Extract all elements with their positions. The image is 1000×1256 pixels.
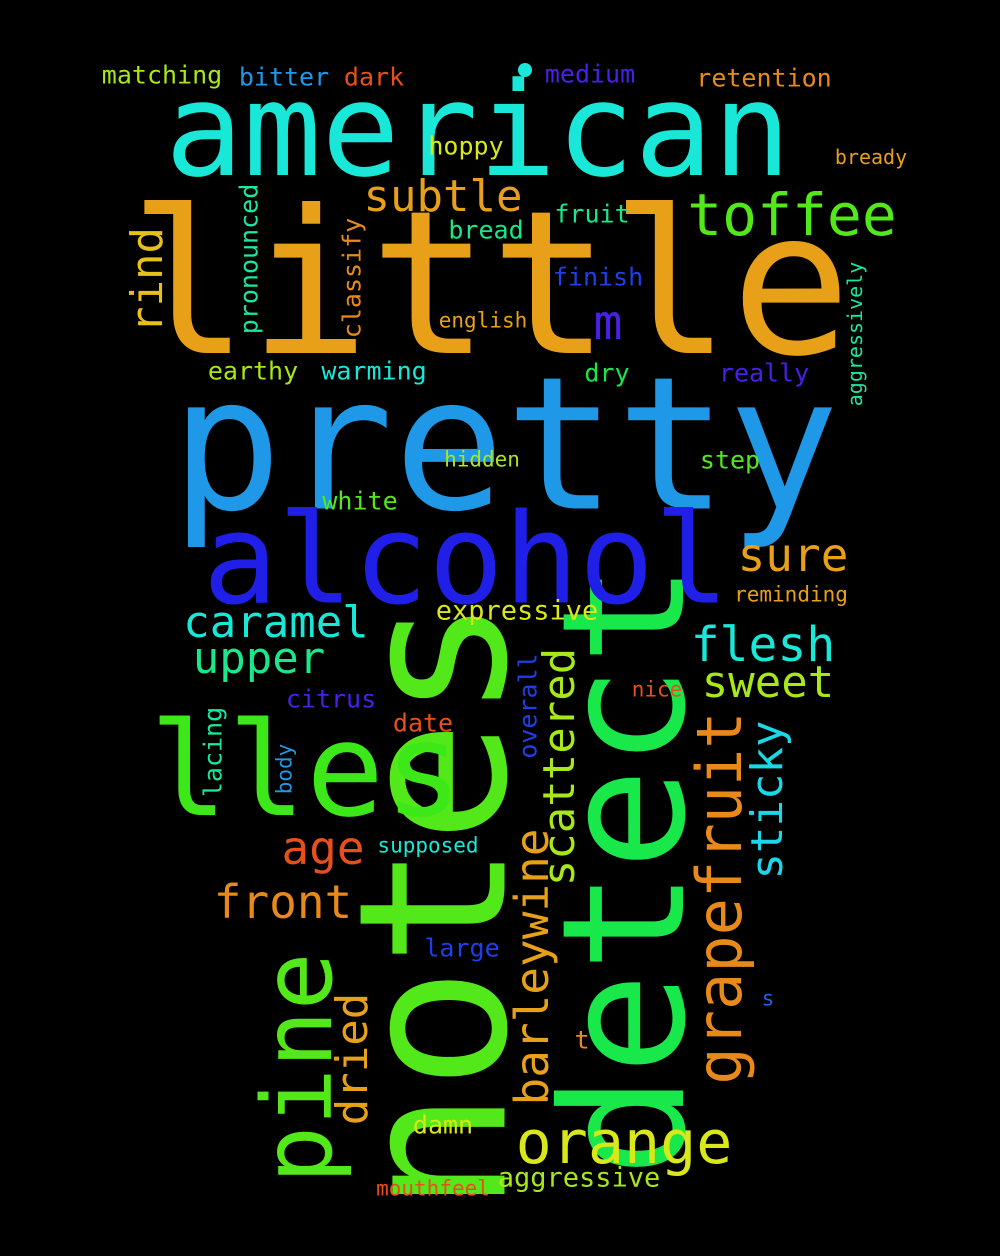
word-classify: classify bbox=[337, 217, 367, 339]
word-scattered: scattered bbox=[534, 647, 585, 887]
word-large: large bbox=[424, 933, 500, 963]
word-t: t bbox=[574, 1025, 590, 1055]
word-dried: dried bbox=[327, 992, 378, 1126]
word-lles: lles bbox=[149, 694, 463, 846]
word-fruit: fruit bbox=[554, 199, 630, 229]
word-matching: matching bbox=[101, 60, 223, 90]
word-english: english bbox=[438, 308, 528, 333]
word-sweet: sweet bbox=[701, 657, 835, 708]
word-upper: upper bbox=[192, 633, 326, 684]
word-nice: nice bbox=[631, 677, 683, 702]
word-dry: dry bbox=[584, 358, 630, 388]
word-damn: damn bbox=[412, 1110, 474, 1140]
word-overall: overall bbox=[513, 653, 543, 759]
word-caramel: caramel bbox=[183, 597, 369, 648]
word-hidden: hidden bbox=[444, 447, 520, 472]
word-bitter: bitter bbox=[238, 62, 330, 92]
word-medium: medium bbox=[544, 59, 636, 89]
word-age: age bbox=[281, 821, 365, 875]
word-supposed: supposed bbox=[377, 833, 479, 858]
dot-mark bbox=[518, 63, 532, 77]
word-bready: bready bbox=[834, 145, 908, 169]
word-expressive: expressive bbox=[435, 595, 599, 627]
word-bread: bread bbox=[448, 215, 524, 245]
word-sticky: sticky bbox=[742, 720, 793, 880]
word-pretty: pretty bbox=[170, 336, 840, 553]
word-date: date bbox=[392, 708, 454, 738]
word-flesh: flesh bbox=[690, 617, 836, 673]
word-aggressive: aggressive bbox=[497, 1162, 661, 1194]
word-american: american bbox=[164, 54, 792, 206]
word-aggressively: aggressively bbox=[843, 261, 867, 407]
word-lacing: lacing bbox=[198, 706, 228, 798]
word-warming: warming bbox=[321, 356, 427, 386]
word-front: front bbox=[213, 875, 353, 929]
word-white: white bbox=[322, 486, 398, 516]
word-step: step bbox=[699, 445, 761, 475]
word-body: body bbox=[272, 743, 297, 795]
word-orange: orange bbox=[515, 1108, 733, 1178]
word-pronounced: pronounced bbox=[234, 183, 264, 335]
word-hoppy: hoppy bbox=[428, 131, 504, 161]
word-rind: rind bbox=[122, 227, 173, 333]
word-really: really bbox=[718, 358, 810, 388]
word-dark: dark bbox=[343, 62, 405, 92]
word-toffee: toffee bbox=[687, 181, 897, 249]
word-reminding: reminding bbox=[734, 582, 848, 607]
word-retention: retention bbox=[696, 63, 832, 93]
word-mouthfeel: mouthfeel bbox=[376, 1176, 490, 1201]
word-subtle: subtle bbox=[363, 171, 523, 222]
word-m: m bbox=[593, 295, 623, 351]
word-alcohol: alcohol bbox=[202, 487, 730, 633]
word-little: little bbox=[128, 168, 852, 401]
word-sure: sure bbox=[737, 528, 849, 582]
word-earthy: earthy bbox=[207, 356, 299, 386]
word-s: s bbox=[761, 986, 775, 1011]
word-finish: finish bbox=[552, 262, 644, 292]
word-citrus: citrus bbox=[285, 684, 377, 714]
